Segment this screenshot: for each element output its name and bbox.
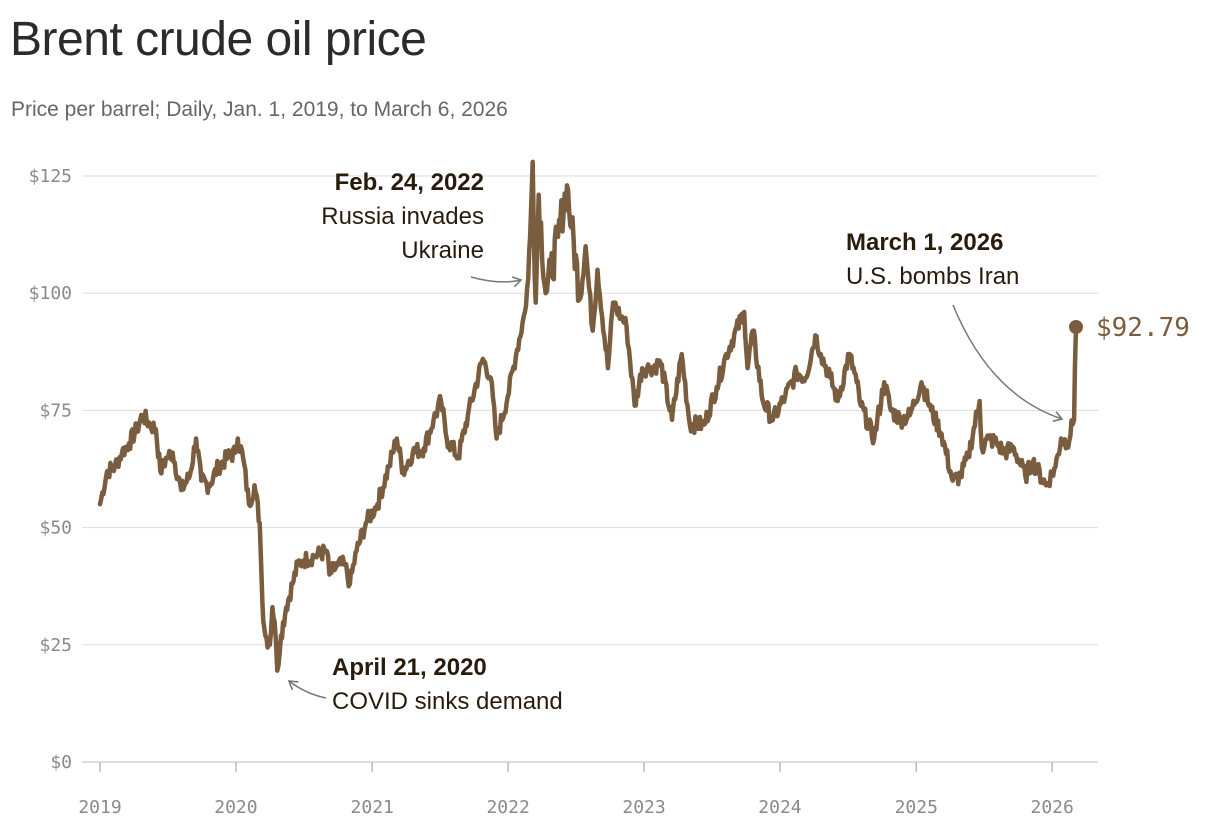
- y-tick-label: $125: [29, 166, 72, 187]
- end-point-label: $92.79: [1096, 313, 1190, 343]
- x-tick-label: 2021: [351, 797, 394, 818]
- end-point-marker: [1069, 320, 1083, 335]
- annotation-covid: April 21, 2020 COVID sinks demand: [287, 654, 563, 715]
- annotation-date: Feb. 24, 2022: [335, 169, 484, 196]
- price-line: [97, 159, 1079, 673]
- annotation-text: U.S. bombs Iran: [846, 263, 1019, 290]
- axes: $0 $25 $50 $75 $100 $125 2019 2020 2021 2022 2023 2…: [29, 166, 1074, 818]
- annotation-iran: March 1, 2026 U.S. bombs Iran: [846, 229, 1064, 422]
- x-tick-label: 2023: [622, 797, 665, 818]
- chart-title: Brent crude oil price: [10, 13, 427, 66]
- annotations: April 21, 2020 COVID sinks demand Feb. 24,…: [287, 169, 1064, 715]
- y-tick-label: $25: [39, 635, 72, 656]
- annotation-text: Ukraine: [401, 237, 484, 264]
- x-tick-label: 2025: [895, 797, 938, 818]
- x-tick-label: 2022: [486, 797, 529, 818]
- annotation-arrow: [952, 304, 1064, 422]
- x-tick-label: 2019: [78, 797, 121, 818]
- annotation-date: March 1, 2026: [846, 229, 1003, 256]
- y-tick-label: $75: [39, 400, 72, 421]
- y-tick-label: $100: [29, 283, 72, 304]
- annotation-arrow: [470, 276, 523, 288]
- x-tick-label: 2026: [1030, 797, 1073, 818]
- y-tick-label: $0: [50, 752, 72, 773]
- annotation-text: COVID sinks demand: [332, 688, 563, 715]
- x-tick-label: 2020: [214, 797, 257, 818]
- annotation-arrow: [287, 680, 327, 699]
- x-tick-label: 2024: [758, 797, 801, 818]
- chart-subtitle: Price per barrel; Daily, Jan. 1, 2019, t…: [11, 98, 508, 121]
- series-layer: $92.79: [97, 159, 1190, 673]
- annotation-date: April 21, 2020: [332, 654, 487, 681]
- annotation-ukraine: Feb. 24, 2022 Russia invades Ukraine: [321, 169, 523, 288]
- annotation-text: Russia invades: [321, 203, 484, 230]
- y-tick-label: $50: [39, 518, 72, 539]
